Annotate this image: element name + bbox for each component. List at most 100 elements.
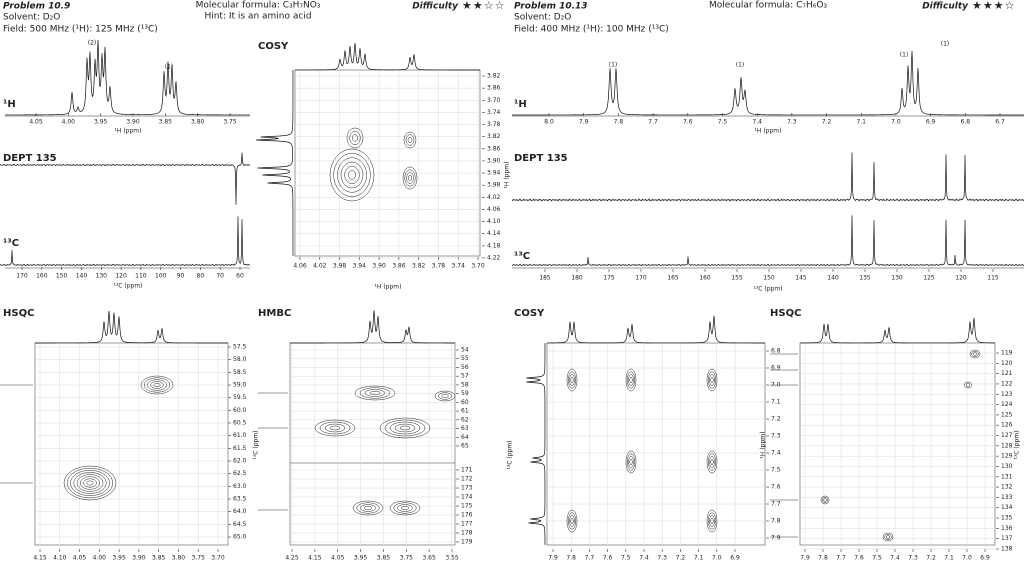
- tick-label: 7.3: [908, 555, 918, 562]
- contour: [348, 170, 356, 180]
- tick-label: 4.05: [73, 555, 87, 562]
- tick-label: 59.0: [233, 382, 247, 389]
- tick-label: 4.06: [487, 206, 501, 213]
- tick-label: 3.74: [487, 109, 501, 116]
- tick-label: 126: [1001, 422, 1013, 429]
- tick-label: 115: [987, 275, 999, 282]
- contour: [708, 453, 716, 471]
- tick-label: 7.1: [771, 399, 781, 406]
- tick-label: 80: [197, 273, 205, 280]
- tick-label: 138: [1001, 546, 1013, 553]
- solvent: Solvent: D₂O: [3, 13, 60, 23]
- contour: [86, 480, 94, 486]
- tick-label: 140: [827, 275, 839, 282]
- contour: [710, 459, 714, 465]
- tick-label: 3.94: [353, 263, 367, 270]
- tick-label: 120: [955, 275, 967, 282]
- tick-label: 65: [461, 443, 469, 450]
- contour: [441, 394, 449, 398]
- contour: [570, 377, 574, 383]
- tick-label: 7.2: [822, 119, 832, 126]
- tick-label: 6.7: [995, 119, 1005, 126]
- contour: [628, 374, 634, 386]
- tick-label: 7.0: [962, 555, 972, 562]
- tick-label: 130: [891, 275, 903, 282]
- tick-label: 170: [635, 275, 647, 282]
- contour: [389, 421, 421, 435]
- tick-label: 7.8: [771, 518, 781, 525]
- tick-label: 7.8: [566, 555, 576, 562]
- solvent: Solvent: D₂O: [514, 13, 571, 23]
- contour: [708, 512, 716, 530]
- tick-label: 4.10: [487, 218, 501, 225]
- contour: [566, 368, 578, 392]
- tick-label: 125: [923, 275, 935, 282]
- axis-label: ¹H (ppm): [115, 128, 142, 135]
- tick-label: 133: [1001, 494, 1013, 501]
- tick-label: 4.05: [29, 119, 43, 126]
- contour: [404, 169, 416, 187]
- tick-label: 63.0: [233, 483, 247, 490]
- contour: [344, 166, 360, 184]
- tick-label: 7.6: [854, 555, 864, 562]
- tick-label: 3.70: [487, 97, 501, 104]
- contour: [628, 456, 634, 468]
- tick-label: 3.98: [333, 263, 347, 270]
- contour: [971, 351, 979, 357]
- contour: [706, 368, 718, 392]
- tick-label: 119: [1001, 350, 1013, 357]
- tick-label: 7.9: [771, 535, 781, 542]
- difficulty: Difficulty: [412, 2, 459, 12]
- tick-label: 7.6: [603, 555, 613, 562]
- spectrum: [0, 152, 251, 205]
- tick-label: 4.18: [487, 242, 501, 249]
- plot-frame: [546, 342, 766, 546]
- tick-label: 7.4: [890, 555, 900, 562]
- tick-label: 3.85: [152, 555, 166, 562]
- contour: [822, 497, 828, 503]
- tick-label: 7.9: [548, 555, 558, 562]
- tick-label: 7.7: [585, 555, 595, 562]
- tick-label: 7.1: [856, 119, 866, 126]
- panel-title: HSQC: [770, 308, 801, 319]
- contour: [434, 390, 456, 402]
- contour: [403, 131, 417, 149]
- tick-label: 135: [1001, 515, 1013, 522]
- tick-label: 3.65: [422, 555, 436, 562]
- plot-frame: [34, 342, 229, 546]
- tick-label: 90: [177, 273, 185, 280]
- tick-label: 137: [1001, 535, 1013, 542]
- h1-label: ¹H: [514, 99, 527, 110]
- tick-label: 60: [461, 399, 469, 406]
- dept-label: DEPT 135: [514, 153, 568, 164]
- tick-label: 56: [461, 364, 469, 371]
- tick-label: 125: [1001, 411, 1013, 418]
- dept-label: DEPT 135: [3, 153, 57, 164]
- tick-label: 6.9: [771, 365, 781, 372]
- tick-label: 110: [135, 273, 147, 280]
- tick-label: 6.9: [980, 555, 990, 562]
- tick-label: 7.5: [872, 555, 882, 562]
- contour: [329, 425, 341, 431]
- spectrum: [526, 343, 546, 545]
- contour: [625, 450, 637, 474]
- tick-label: 3.70: [471, 263, 485, 270]
- tick-label: 173: [461, 485, 473, 492]
- spectrum: [800, 317, 995, 344]
- contour: [70, 470, 110, 496]
- tick-label: 7.3: [771, 433, 781, 440]
- tick-label: 136: [1001, 525, 1013, 532]
- tick-label: 60.0: [233, 407, 247, 414]
- tick-label: 140: [76, 273, 88, 280]
- tick-label: 127: [1001, 432, 1013, 439]
- tick-label: 3.75: [192, 555, 206, 562]
- tick-label: 123: [1001, 391, 1013, 398]
- tick-label: 120: [1001, 360, 1013, 367]
- tick-label: 54: [461, 347, 469, 354]
- contour: [569, 374, 575, 386]
- tick-label: 120: [115, 273, 127, 280]
- tick-label: 7.2: [676, 555, 686, 562]
- contour: [820, 495, 830, 505]
- spectrum: [547, 315, 765, 344]
- contour: [965, 383, 971, 387]
